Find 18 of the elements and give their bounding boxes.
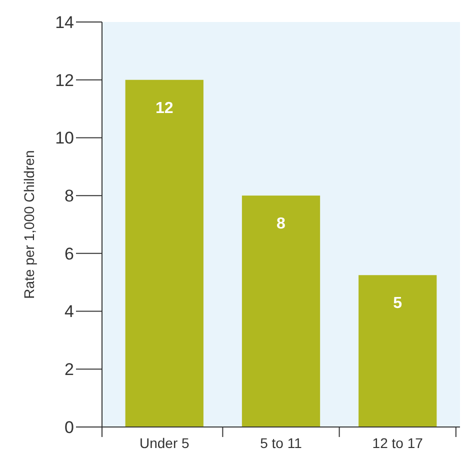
data-label: 5	[393, 295, 402, 312]
y-tick-label: 12	[55, 70, 74, 90]
bar	[242, 196, 320, 427]
x-tick-label: 5 to 11	[260, 435, 302, 451]
y-axis-title: Rate per 1,000 Children	[21, 150, 37, 299]
bar	[358, 275, 437, 427]
x-tick-label: 12 to 17	[372, 435, 424, 451]
bar	[125, 80, 204, 427]
y-tick-label: 6	[64, 244, 74, 264]
y-tick-label: 0	[64, 418, 74, 437]
x-tick-label: Under 5	[139, 435, 190, 451]
y-tick-label: 14	[55, 12, 74, 32]
data-label: 12	[155, 100, 174, 117]
y-tick-label: 2	[64, 360, 74, 380]
data-label: 8	[276, 216, 286, 233]
y-tick-label: 4	[64, 302, 74, 322]
y-tick-label: 8	[64, 186, 74, 206]
y-tick-label: 10	[55, 128, 74, 148]
